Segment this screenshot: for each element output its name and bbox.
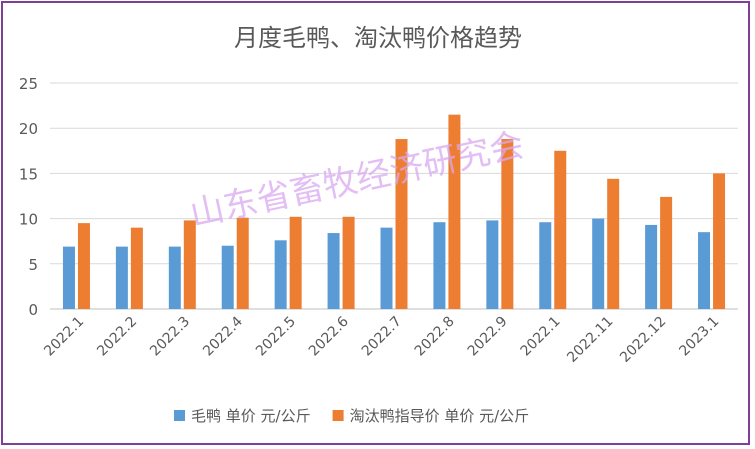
bar-series-2 [713,173,726,309]
bar-series-2 [660,196,673,309]
bar-series-1 [380,227,393,309]
bars [62,114,726,309]
y-tick-label: 20 [19,120,38,138]
x-tick-label: 2022.7 [359,314,405,360]
bar-series-1 [433,222,446,309]
bar-series-2 [554,150,567,309]
x-axis-ticks: 2022.1 2022.2 2022.3 2022.4 2022.5 2022.6 2022… [41,313,722,365]
y-tick-label: 10 [19,211,38,229]
x-tick-label: 2022.5 [253,314,299,360]
bar-series-2 [183,220,196,309]
bar-series-2 [501,139,514,309]
bar-series-1 [592,218,605,309]
x-tick-label: 2022.8 [412,314,458,360]
legend-label-2: 淘汰鸭指导价 单价 元/公斤 [350,407,530,425]
chart-title: 月度毛鸭、淘汰鸭价格趋势 [234,24,522,52]
bar-series-2 [607,178,620,309]
y-tick-label: 15 [19,165,38,183]
bar-series-1 [274,240,287,309]
x-tick-label: 2022.1 [518,314,564,360]
x-tick-label: 2022.2 [94,314,140,360]
y-tick-label: 25 [19,75,38,93]
bar-series-1 [645,224,658,309]
bar-series-2 [448,114,461,309]
legend: 毛鸭 单价 元/公斤 淘汰鸭指导价 单价 元/公斤 [174,407,529,425]
bar-series-2 [395,139,408,309]
x-tick-label: 2022.3 [147,314,193,360]
bar-series-2 [130,227,143,309]
bar-series-2 [77,223,90,309]
x-tick-label: 2023.1 [676,314,722,360]
x-tick-label: 2022.1 [41,314,87,360]
y-tick-label: 0 [28,301,38,319]
legend-swatch-1 [174,410,185,421]
bar-series-1 [698,232,711,309]
legend-label-1: 毛鸭 单价 元/公斤 [191,407,311,425]
legend-swatch-2 [332,410,344,421]
bar-series-1 [115,246,128,309]
x-tick-label: 2022.12 [617,314,669,366]
y-tick-label: 5 [28,256,38,274]
bar-series-2 [236,217,249,309]
gridlines [50,82,738,310]
x-tick-label: 2022.11 [564,314,616,366]
y-axis-ticks: 0 5 10 15 20 25 [19,75,38,319]
x-tick-label: 2022.4 [200,313,246,359]
bar-series-1 [221,245,234,309]
bar-series-1 [62,246,75,309]
x-tick-label: 2022.9 [465,314,511,360]
bar-series-1 [539,222,552,309]
bar-series-2 [289,216,302,309]
x-tick-label: 2022.6 [306,313,352,359]
bar-series-1 [486,220,499,309]
bar-series-2 [342,216,355,309]
bar-series-1 [168,246,181,309]
bar-series-1 [327,233,340,309]
